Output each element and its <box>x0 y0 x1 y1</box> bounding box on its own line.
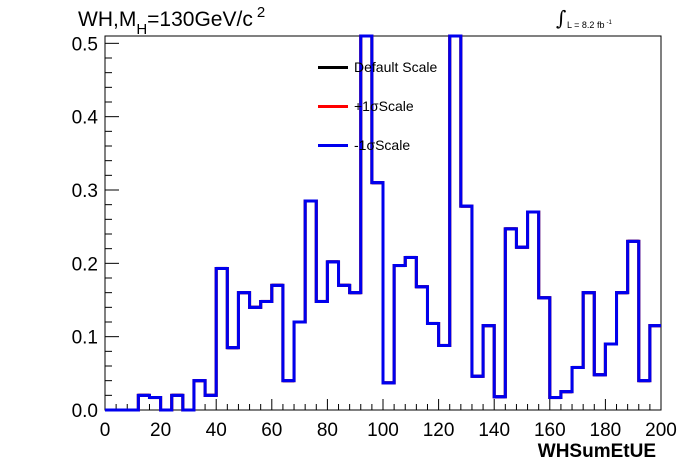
x-tick-label: 40 <box>206 420 227 441</box>
x-tick-label: 80 <box>317 420 338 441</box>
legend-label-default: Default Scale <box>354 59 438 75</box>
integral-symbol: ∫ <box>556 6 567 30</box>
x-tick-label: 180 <box>590 420 622 441</box>
axis-tick-labels: 0 20 40 60 80 100 120 140 160 180 200 0.0 0.1 0.2 0.3 0… <box>72 34 677 441</box>
title-main: WH,M <box>78 8 137 31</box>
title-subscript: H <box>136 21 148 38</box>
x-tick-label: 100 <box>367 420 399 441</box>
series-layer <box>105 34 661 412</box>
title-superscript: 2 <box>256 4 266 21</box>
title-rest: =130GeV/c <box>147 8 253 31</box>
x-tick-label: 160 <box>534 420 566 441</box>
y-tick-label: 0.3 <box>72 181 98 202</box>
luminosity-unit-sup: -1 <box>606 20 612 26</box>
y-tick-label: 0.1 <box>72 328 98 349</box>
x-axis-label: WHSumEtUE <box>537 441 656 462</box>
legend-item-plus-sigma: +1σScale <box>318 98 414 114</box>
luminosity-value: L = 8.2 fb <box>567 20 605 30</box>
legend-label-minus-sigma: -1σScale <box>354 137 411 153</box>
x-tick-label: 200 <box>645 420 677 441</box>
y-tick-label: 0.0 <box>72 401 98 422</box>
series-2 <box>105 34 661 412</box>
luminosity-text: L = 8.2 fb -1 <box>567 20 612 30</box>
legend-swatch-default <box>318 65 348 69</box>
legend-label-plus-sigma: +1σScale <box>354 98 414 114</box>
y-tick-label: 0.4 <box>72 108 99 129</box>
x-tick-label: 140 <box>478 420 510 441</box>
chart-title: WH,MH=130GeV/c 2 <box>78 4 265 38</box>
y-tick-label: 0.5 <box>72 34 98 55</box>
x-tick-label: 0 <box>100 420 111 441</box>
legend-item-default: Default Scale <box>318 59 437 75</box>
series-line <box>105 34 661 412</box>
x-tick-label: 60 <box>261 420 282 441</box>
legend-swatch-minus-sigma <box>318 143 348 147</box>
legend-item-minus-sigma: -1σScale <box>318 137 410 153</box>
x-tick-label: 120 <box>423 420 455 441</box>
y-tick-label: 0.2 <box>72 254 98 275</box>
x-tick-label: 20 <box>150 420 171 441</box>
legend-swatch-plus-sigma <box>318 104 348 108</box>
